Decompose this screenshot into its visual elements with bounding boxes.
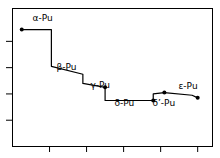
svg-text:α-Pu: α-Pu bbox=[33, 13, 53, 23]
svg-text:δ’-Pu: δ’-Pu bbox=[153, 98, 176, 108]
svg-text:ε-Pu: ε-Pu bbox=[179, 81, 198, 91]
svg-text:δ-Pu: δ-Pu bbox=[115, 98, 135, 108]
svg-text:β-Pu: β-Pu bbox=[57, 62, 77, 72]
svg-text:γ-Pu: γ-Pu bbox=[91, 80, 111, 90]
